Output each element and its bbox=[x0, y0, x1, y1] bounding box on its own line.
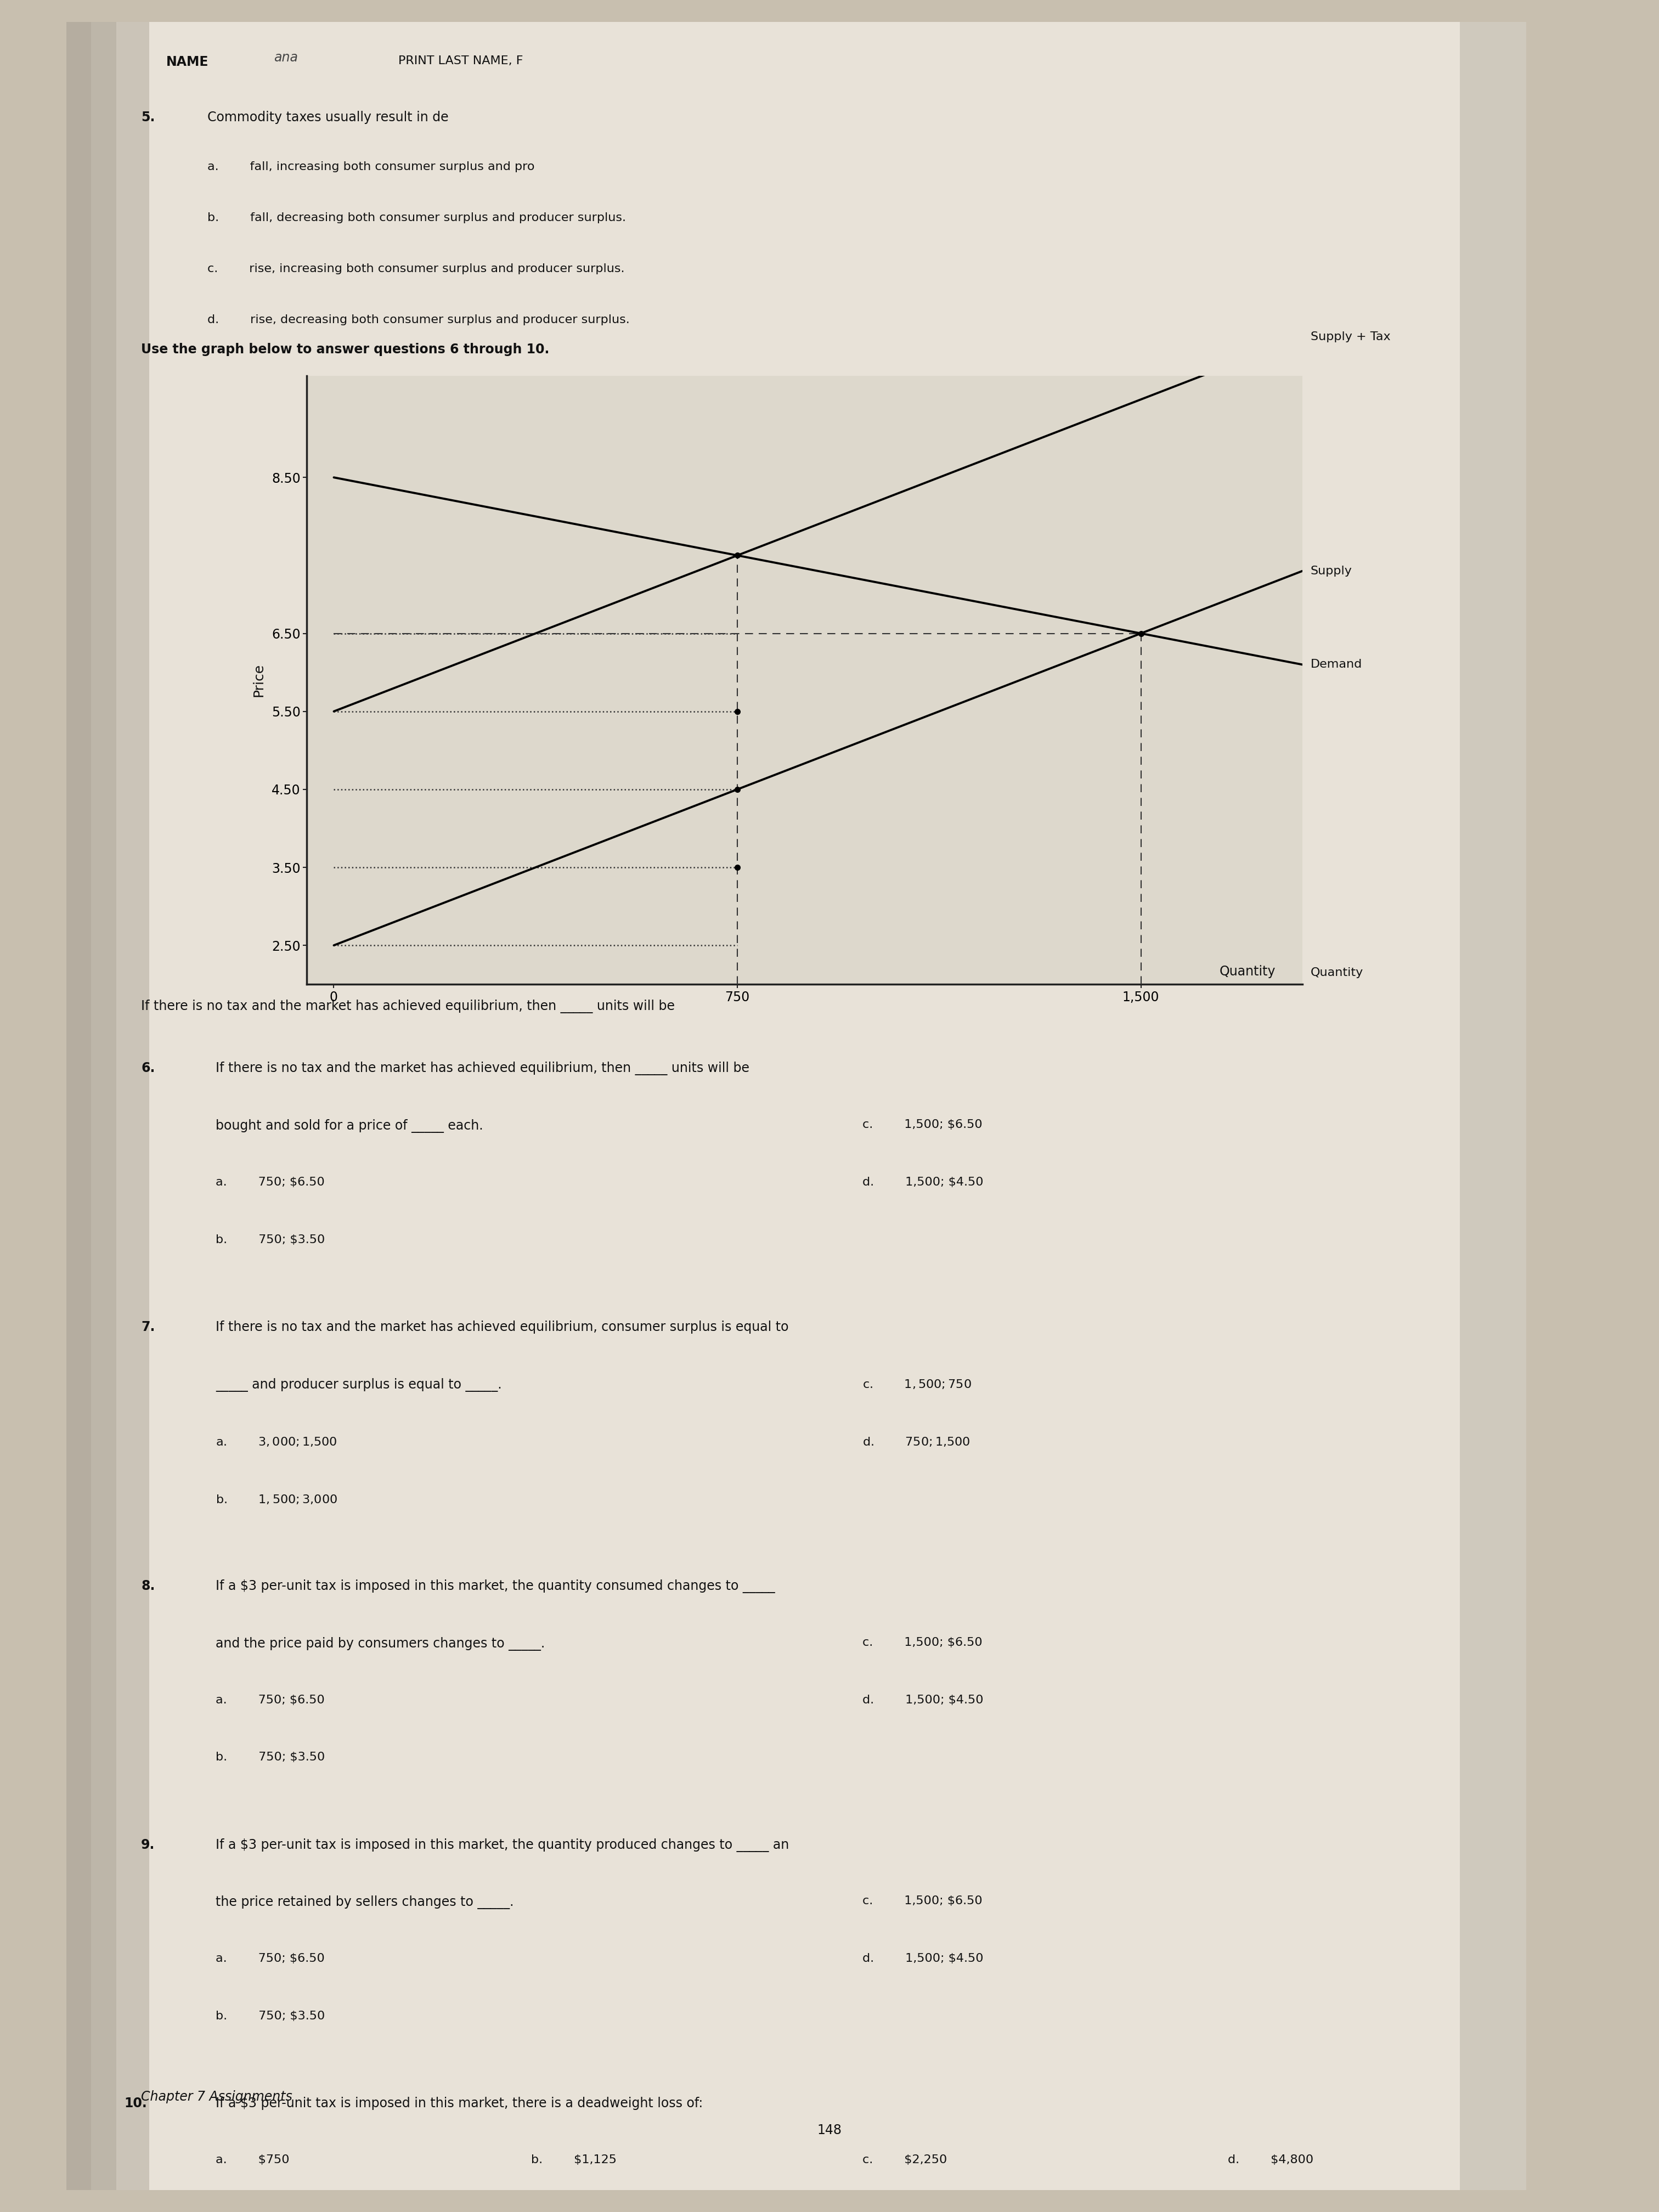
Text: a.        $3,000; $1,500: a. $3,000; $1,500 bbox=[216, 1436, 337, 1447]
Text: _____ and producer surplus is equal to _____.: _____ and producer surplus is equal to _… bbox=[216, 1378, 501, 1391]
Text: Demand: Demand bbox=[1311, 659, 1362, 670]
Text: ana: ana bbox=[274, 51, 299, 64]
Text: If there is no tax and the market has achieved equilibrium, then _____ units wil: If there is no tax and the market has ac… bbox=[216, 1062, 750, 1075]
Text: If a $3 per-unit tax is imposed in this market, the quantity consumed changes to: If a $3 per-unit tax is imposed in this … bbox=[216, 1579, 775, 1593]
Text: If a $3 per-unit tax is imposed in this market, there is a deadweight loss of:: If a $3 per-unit tax is imposed in this … bbox=[216, 2097, 703, 2110]
Text: bought and sold for a price of _____ each.: bought and sold for a price of _____ eac… bbox=[216, 1119, 483, 1133]
Text: d.        1,500; $4.50: d. 1,500; $4.50 bbox=[863, 1177, 984, 1188]
Text: a.        750; $6.50: a. 750; $6.50 bbox=[216, 1694, 325, 1705]
Text: d.        rise, decreasing both consumer surplus and producer surplus.: d. rise, decreasing both consumer surplu… bbox=[207, 314, 630, 325]
Text: b.        750; $3.50: b. 750; $3.50 bbox=[216, 1752, 325, 1763]
Text: c.        rise, increasing both consumer surplus and producer surplus.: c. rise, increasing both consumer surplu… bbox=[207, 263, 624, 274]
Text: a.        750; $6.50: a. 750; $6.50 bbox=[216, 1177, 325, 1188]
Bar bbox=[66, 22, 91, 2190]
Text: the price retained by sellers changes to _____.: the price retained by sellers changes to… bbox=[216, 1896, 514, 1909]
Text: Commodity taxes usually result in de: Commodity taxes usually result in de bbox=[207, 111, 448, 124]
Text: b.        750; $3.50: b. 750; $3.50 bbox=[216, 1234, 325, 1245]
Text: 148: 148 bbox=[818, 2124, 841, 2137]
Text: 10.: 10. bbox=[124, 2097, 148, 2110]
Text: 7.: 7. bbox=[141, 1321, 154, 1334]
Text: c.        $1,500; $750: c. $1,500; $750 bbox=[863, 1378, 972, 1389]
Text: d.        1,500; $4.50: d. 1,500; $4.50 bbox=[863, 1694, 984, 1705]
Text: d.        $4,800: d. $4,800 bbox=[1228, 2154, 1314, 2166]
Text: c.        1,500; $6.50: c. 1,500; $6.50 bbox=[863, 1637, 982, 1648]
Text: a.        750; $6.50: a. 750; $6.50 bbox=[216, 1953, 325, 1964]
Text: 9.: 9. bbox=[141, 1838, 154, 1851]
Text: d.        1,500; $4.50: d. 1,500; $4.50 bbox=[863, 1953, 984, 1964]
Text: a.        $750: a. $750 bbox=[216, 2154, 289, 2166]
Bar bbox=[66, 22, 149, 2190]
Text: 8.: 8. bbox=[141, 1579, 154, 1593]
Text: b.        $1,500; $3,000: b. $1,500; $3,000 bbox=[216, 1493, 337, 1504]
Text: PRINT LAST NAME, F: PRINT LAST NAME, F bbox=[398, 55, 523, 66]
Bar bbox=[1460, 22, 1526, 2190]
Text: NAME: NAME bbox=[166, 55, 209, 69]
Bar bbox=[66, 22, 116, 2190]
Text: c.        1,500; $6.50: c. 1,500; $6.50 bbox=[863, 1119, 982, 1130]
Text: If there is no tax and the market has achieved equilibrium, consumer surplus is : If there is no tax and the market has ac… bbox=[216, 1321, 788, 1334]
Text: Supply + Tax: Supply + Tax bbox=[1311, 332, 1390, 343]
Text: Use the graph below to answer questions 6 through 10.: Use the graph below to answer questions … bbox=[141, 343, 549, 356]
Text: d.        $750; $1,500: d. $750; $1,500 bbox=[863, 1436, 971, 1447]
Text: b.        $1,125: b. $1,125 bbox=[531, 2154, 617, 2166]
Text: Supply: Supply bbox=[1311, 566, 1352, 577]
Text: a.        fall, increasing both consumer surplus and pro: a. fall, increasing both consumer surplu… bbox=[207, 161, 534, 173]
Text: Quantity: Quantity bbox=[1311, 967, 1364, 978]
Y-axis label: Price: Price bbox=[252, 664, 265, 697]
Text: and the price paid by consumers changes to _____.: and the price paid by consumers changes … bbox=[216, 1637, 544, 1650]
Text: If a $3 per-unit tax is imposed in this market, the quantity produced changes to: If a $3 per-unit tax is imposed in this … bbox=[216, 1838, 790, 1851]
Text: Quantity: Quantity bbox=[1219, 964, 1276, 978]
Text: c.        1,500; $6.50: c. 1,500; $6.50 bbox=[863, 1896, 982, 1907]
Text: 6.: 6. bbox=[141, 1062, 154, 1075]
Text: b.        fall, decreasing both consumer surplus and producer surplus.: b. fall, decreasing both consumer surplu… bbox=[207, 212, 625, 223]
Text: Chapter 7 Assignments: Chapter 7 Assignments bbox=[141, 2090, 292, 2104]
Text: 5.: 5. bbox=[141, 111, 154, 124]
Text: c.        $2,250: c. $2,250 bbox=[863, 2154, 947, 2166]
Bar bbox=[66, 22, 1526, 2190]
Text: If there is no tax and the market has achieved equilibrium, then _____ units wil: If there is no tax and the market has ac… bbox=[141, 1000, 675, 1013]
Text: b.        750; $3.50: b. 750; $3.50 bbox=[216, 2011, 325, 2022]
